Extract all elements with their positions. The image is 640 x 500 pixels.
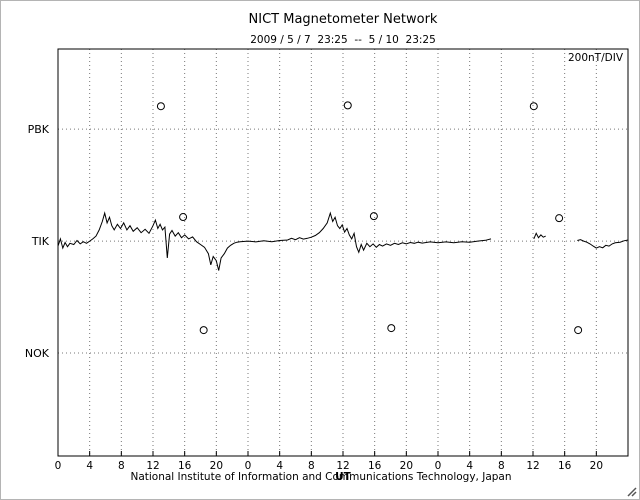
x-axis-unit-label: UT [335,471,351,483]
data-marker-circle [529,102,538,111]
x-axis-tick-label: 20 [590,460,603,472]
page-title: NICT Magnetometer Network [248,12,438,27]
x-axis-tick-label: 12 [336,460,349,472]
x-axis-tick-label: 16 [368,460,382,472]
x-axis-tick-label: 16 [178,460,192,472]
x-axis-tick-label: 0 [435,460,442,472]
data-marker-circle [555,214,564,223]
x-axis-tick-label: 12 [526,460,539,472]
chart-subtitle: 2009 / 5 / 7 23:25 -- 5 / 10 23:25 [250,34,436,46]
x-axis-tick-label: 8 [118,460,125,472]
plot-border [57,48,629,457]
x-axis-tick-label: 20 [210,460,223,472]
x-axis-tick-label: 4 [466,460,473,472]
x-axis-tick-label: 20 [400,460,413,472]
data-marker-circle [179,213,188,222]
x-axis-tick-label: 4 [86,460,93,472]
x-axis-tick-label: 0 [55,460,62,472]
magnetometer-trace [57,211,492,271]
data-marker-circle [369,212,378,221]
magnetometer-trace [533,232,546,240]
station-label: NOK [25,347,50,360]
data-marker-circle [156,102,165,111]
x-axis-tick-label: 0 [245,460,252,472]
station-label: TIK [31,235,50,248]
x-axis-tick-label: 8 [308,460,315,472]
data-marker-circle [387,324,396,333]
x-axis-tick-label: 4 [276,460,283,472]
station-label: PBK [28,123,50,136]
footer-text: National Institute of Information and Co… [130,471,512,483]
data-marker-circle [199,326,208,335]
x-axis-tick-label: 8 [498,460,505,472]
x-axis-tick-label: 12 [146,460,159,472]
x-axis-tick-label: 16 [558,460,572,472]
resize-grip-icon[interactable] [627,487,637,497]
data-marker-circle [574,326,583,335]
data-marker-circle [343,101,352,110]
magnetometer-trace [577,239,629,249]
scale-label: 200nT/DIV [567,52,623,64]
